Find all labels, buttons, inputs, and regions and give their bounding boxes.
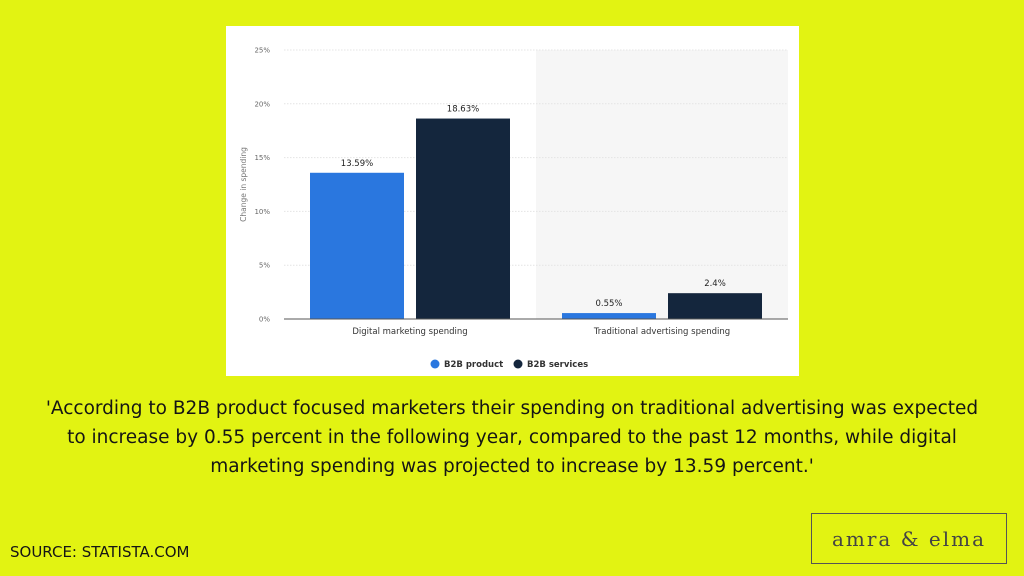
legend-label: B2B services <box>527 360 588 370</box>
y-tick-label: 5% <box>259 262 270 270</box>
legend-label: B2B product <box>444 360 503 370</box>
brand-logo: amra & elma <box>811 513 1007 564</box>
bar <box>562 313 656 319</box>
y-tick-label: 25% <box>254 47 270 55</box>
bar-chart: 0% 5% 10% 15% 20% 25% Change in spending 13.59%… <box>239 47 788 370</box>
bar <box>416 118 510 319</box>
data-label: 0.55% <box>595 299 622 309</box>
x-category-label: Digital marketing spending <box>352 327 467 337</box>
legend-marker <box>430 359 440 369</box>
legend-marker <box>513 359 523 369</box>
y-tick-label: 20% <box>254 100 270 108</box>
y-tick-label: 15% <box>254 154 270 162</box>
data-label: 2.4% <box>704 279 726 289</box>
y-axis-title: Change in spending <box>239 147 248 222</box>
x-category-label: Traditional advertising spending <box>593 327 730 337</box>
y-tick-label: 10% <box>254 208 270 216</box>
y-tick-label: 0% <box>259 316 270 324</box>
quote-text: 'According to B2B product focused market… <box>45 398 979 477</box>
bar <box>310 172 404 319</box>
bar <box>668 293 762 319</box>
chart-card: 0% 5% 10% 15% 20% 25% Change in spending 13.59%… <box>226 26 799 376</box>
source-credit: SOURCE: STATISTA.COM <box>10 543 190 561</box>
data-label: 18.63% <box>447 105 479 115</box>
data-label: 13.59% <box>341 159 373 169</box>
category-band-shade <box>536 50 788 319</box>
